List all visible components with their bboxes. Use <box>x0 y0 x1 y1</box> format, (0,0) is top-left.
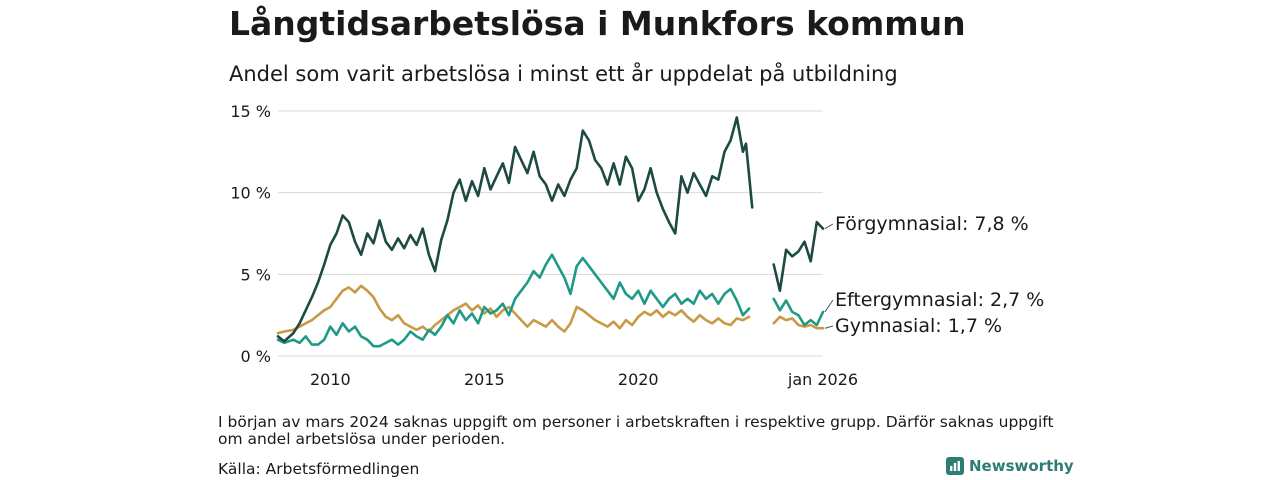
y-tick-label: 15 % <box>230 102 271 121</box>
series-end-labels: Gymnasial: 1,7 % Eftergymnasial: 2,7 % För… <box>824 213 1044 337</box>
series-end-label-eftergymnasial: Eftergymnasial: 2,7 % <box>835 289 1044 311</box>
brand-name: Newsworthy <box>969 457 1074 475</box>
series-line-gymnasial <box>772 315 825 330</box>
x-tick-label: 2010 <box>310 370 351 389</box>
x-tick-label: jan 2026 <box>787 370 858 389</box>
y-tick-label: 0 % <box>241 347 271 366</box>
source-text: Källa: Arbetsförmedlingen <box>218 460 420 478</box>
y-axis-tick-labels: 0 % 5 % 10 % 15 % <box>230 102 271 366</box>
series-line-forgymnasial <box>772 220 825 292</box>
newsworthy-logo: Newsworthy <box>946 457 1074 475</box>
series-line-gymnasial <box>276 284 751 335</box>
series-end-label-gymnasial: Gymnasial: 1,7 % <box>835 315 1002 337</box>
label-connector <box>824 223 834 230</box>
bar-chart-icon <box>946 457 964 475</box>
chart-title: Långtidsarbetslösa i Munkfors kommun <box>229 4 966 43</box>
footnote: I början av mars 2024 saknas uppgift om … <box>218 413 1054 448</box>
chart-subtitle: Andel som varit arbetslösa i minst ett å… <box>229 62 898 86</box>
y-tick-label: 10 % <box>230 184 271 203</box>
series-line-eftergymnasial <box>772 297 825 327</box>
data-series <box>276 116 825 348</box>
label-connector <box>824 325 834 329</box>
series-end-label-forgymnasial: Förgymnasial: 7,8 % <box>835 213 1029 235</box>
x-tick-label: 2015 <box>464 370 505 389</box>
x-axis-tick-labels: 2010 2015 2020 jan 2026 <box>310 370 858 389</box>
label-connector <box>824 299 834 313</box>
series-line-forgymnasial <box>276 116 754 343</box>
y-tick-label: 5 % <box>241 265 271 284</box>
x-tick-label: 2020 <box>618 370 659 389</box>
series-line-eftergymnasial <box>276 253 751 348</box>
grid-lines <box>278 110 823 357</box>
